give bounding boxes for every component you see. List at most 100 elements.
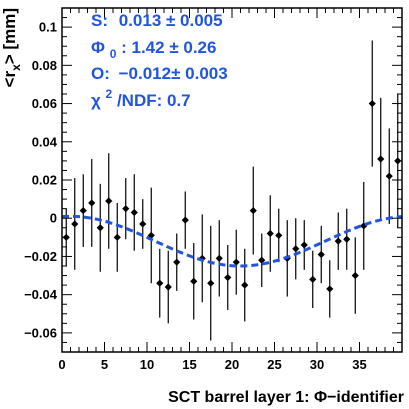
x-tick-label: 30 (310, 357, 324, 372)
y-tick-label: 0.04 (32, 134, 58, 149)
marker (300, 241, 308, 249)
y-tick-label: −0.06 (24, 325, 57, 340)
marker (266, 229, 274, 238)
marker (156, 279, 164, 287)
x-tick-label: 20 (225, 357, 239, 372)
data-point (207, 225, 215, 341)
data-point (113, 202, 121, 272)
marker (275, 231, 283, 240)
y-tick-label: −0.04 (24, 287, 58, 302)
marker (105, 197, 113, 205)
data-point (198, 214, 206, 303)
marker (96, 224, 104, 232)
marker (181, 216, 189, 224)
fit-param-phi-value: : 1.42 ± 0.26 (121, 38, 216, 57)
data-point (122, 178, 130, 240)
data-point (360, 181, 368, 270)
fit-param-o-label: O: (91, 64, 110, 83)
x-tick-label: 35 (352, 357, 366, 372)
data-point (377, 97, 385, 221)
data-point (147, 187, 155, 284)
fit-param-phi-sub: 0 (110, 47, 117, 61)
data-point (224, 244, 232, 310)
data-point (317, 225, 325, 284)
y-tick-label: 0.08 (32, 58, 57, 73)
x-tick-label: 15 (182, 357, 196, 372)
marker (190, 277, 198, 285)
tick-labels: 0 5 10 15 20 25 30 35−0.06−0.04−0.0200.020.040.… (24, 20, 367, 372)
marker (198, 254, 206, 262)
y-tick-label: 0.06 (32, 96, 57, 111)
marker (173, 258, 181, 266)
data-point (181, 191, 189, 249)
data-point (385, 128, 393, 224)
axis-ticks (61, 7, 403, 353)
data-point (241, 248, 249, 322)
data-point (266, 195, 274, 272)
fit-param-o: O: −0.012± 0.003 (91, 64, 228, 83)
data-point (249, 166, 257, 255)
marker (113, 233, 121, 241)
marker (317, 250, 325, 259)
marker (79, 206, 87, 215)
data-point (173, 233, 181, 291)
data-point (300, 220, 308, 270)
x-axis-title: SCT barrel layer 1: Φ−identifier (168, 389, 404, 406)
marker (309, 275, 317, 283)
marker (215, 254, 223, 262)
marker (377, 155, 385, 163)
fit-param-o-value: −0.012± 0.003 (119, 64, 228, 83)
marker (232, 258, 240, 266)
data-point (130, 174, 138, 251)
fit-curve (61, 214, 403, 268)
marker (122, 205, 130, 213)
fit-param-s-label: S: (91, 11, 108, 30)
marker (207, 279, 215, 287)
marker (385, 172, 393, 180)
marker (326, 285, 334, 293)
x-tick-label: 10 (140, 357, 154, 372)
marker (292, 245, 300, 253)
marker (258, 256, 266, 264)
x-tick-label: 0 (58, 357, 65, 372)
x-tick-label: 25 (267, 357, 281, 372)
data-point (79, 174, 87, 247)
marker (139, 220, 147, 228)
data-point (96, 183, 104, 272)
y-tick-label: 0.02 (32, 173, 57, 188)
fit-param-s-value: 0.013 ± 0.005 (119, 11, 223, 30)
marker (351, 271, 359, 280)
data-point (156, 248, 164, 318)
data-point (292, 218, 300, 280)
fit-chi2-label: χ (91, 91, 101, 110)
fit-param-phi: Φ 0 : 1.42 ± 0.26 (91, 38, 216, 62)
x-tick-label: 5 (101, 357, 108, 372)
data-point (215, 220, 223, 297)
fit-param-phi-label: Φ (91, 38, 105, 57)
data-point (139, 199, 147, 249)
fit-results-box: S: 0.013 ± 0.005 Φ 0 : 1.42 ± 0.26 O: −0… (91, 11, 228, 110)
data-point (326, 260, 334, 318)
data-points (62, 40, 402, 341)
data-point (309, 250, 317, 309)
marker (343, 235, 351, 243)
marker (224, 273, 232, 282)
marker (334, 237, 342, 245)
y-tick-label: −0.02 (24, 249, 57, 264)
data-point (275, 208, 283, 263)
marker (71, 220, 79, 228)
data-point (351, 237, 359, 314)
y-tick-label: 0 (50, 211, 57, 226)
marker (164, 283, 172, 291)
data-point (232, 229, 240, 295)
marker (88, 199, 96, 207)
y-tick-label: 0.1 (39, 20, 57, 35)
data-point (334, 212, 342, 270)
fit-chi2-sup: 2 (106, 87, 113, 101)
data-point (368, 40, 376, 167)
data-point (164, 250, 172, 324)
data-point (105, 153, 113, 249)
fit-param-s: S: 0.013 ± 0.005 (91, 11, 223, 30)
data-point (343, 208, 351, 270)
